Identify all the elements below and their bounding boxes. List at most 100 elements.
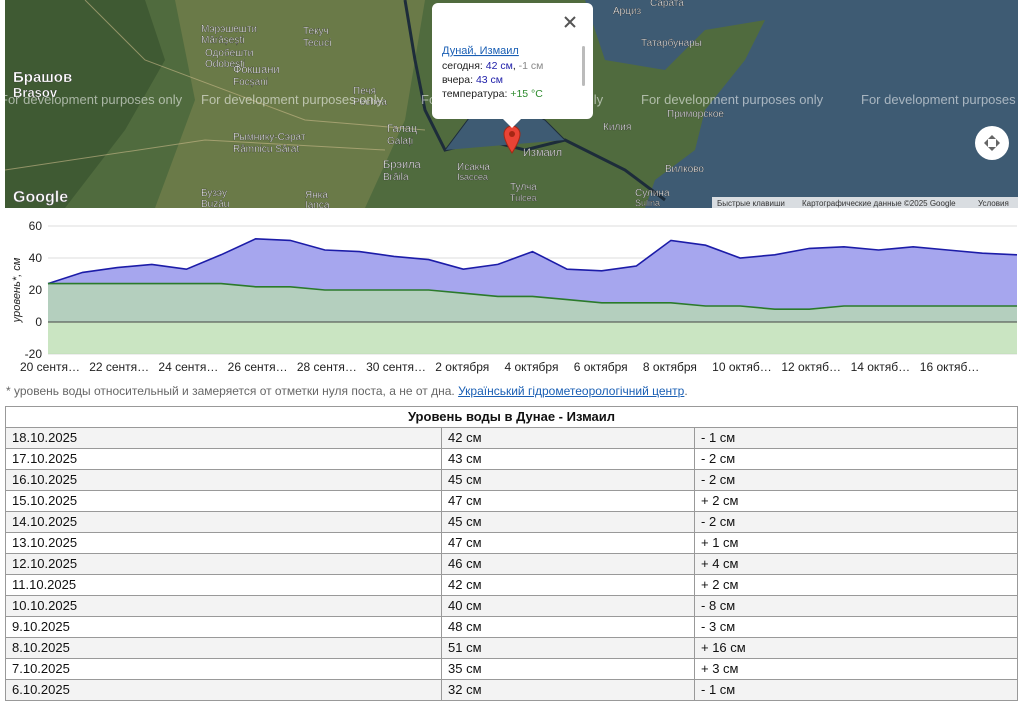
table-cell: + 16 см: [695, 638, 1018, 659]
table-cell: - 2 см: [695, 470, 1018, 491]
value: +15 °C: [510, 88, 543, 100]
table-cell: - 1 см: [695, 428, 1018, 449]
footnote-link[interactable]: Український гідрометеорологічний центр: [458, 384, 684, 398]
today-line: сегодня: 42 см, -1 см: [442, 60, 543, 72]
place-label: Сарата: [650, 0, 684, 9]
table-cell: 16.10.2025: [6, 470, 442, 491]
place-label: Galați: [387, 136, 413, 147]
x-tick-label: 30 сентя…: [366, 360, 426, 374]
change: -1 см: [519, 60, 544, 72]
popup: Дунай, Измаил сегодня: 42 см, -1 см вчер…: [432, 3, 593, 128]
table-row: 11.10.202542 см+ 2 см: [6, 575, 1018, 596]
watermark: For development purposes only: [641, 92, 824, 107]
x-tick-label: 20 сентя…: [20, 360, 80, 374]
watermark: For development purposes only: [5, 92, 183, 107]
table-row: 14.10.202545 см- 2 см: [6, 512, 1018, 533]
table-row: 8.10.202551 см+ 16 см: [6, 638, 1018, 659]
table-cell: - 2 см: [695, 449, 1018, 470]
place-label: Вилково: [665, 164, 704, 175]
x-tick-label: 8 октября: [643, 360, 697, 374]
x-tick-label: 10 октяб…: [712, 360, 772, 374]
place-label: Sulina: [635, 198, 660, 208]
x-tick-label: 4 октября: [505, 360, 559, 374]
place-label: Одобешти: [205, 47, 253, 59]
table-cell: - 2 см: [695, 512, 1018, 533]
watermark: For development purposes only: [201, 92, 384, 107]
x-tick-label: 28 сентя…: [297, 360, 357, 374]
y-tick-label: -20: [25, 347, 43, 361]
table-cell: 32 см: [442, 680, 695, 701]
table-cell: + 3 см: [695, 659, 1018, 680]
table-row: 15.10.202547 см+ 2 см: [6, 491, 1018, 512]
table-cell: 45 см: [442, 512, 695, 533]
table-title: Уровень воды в Дунае - Измаил: [6, 407, 1018, 428]
table-cell: 6.10.2025: [6, 680, 442, 701]
table-row: 7.10.202535 см+ 3 см: [6, 659, 1018, 680]
place-label: Isaccea: [457, 172, 488, 182]
x-tick-label: 14 октяб…: [851, 360, 911, 374]
table-cell: + 1 см: [695, 533, 1018, 554]
map-data: Картографические данные ©2025 Google: [802, 199, 956, 208]
y-axis-label: уровень*, см: [11, 257, 23, 323]
shortcuts[interactable]: Быстрые клавиши: [717, 199, 785, 208]
place-label: Приморское: [667, 109, 724, 120]
table-cell: 13.10.2025: [6, 533, 442, 554]
yesterday-line: вчера: 43 см: [442, 74, 503, 86]
footnote-suffix: .: [684, 384, 687, 398]
x-tick-label: 26 сентя…: [228, 360, 288, 374]
level-table: Уровень воды в Дунае - Измаил 18.10.2025…: [5, 406, 1018, 701]
table-cell: + 2 см: [695, 491, 1018, 512]
x-tick-label: 2 октября: [435, 360, 489, 374]
value: 42 см: [486, 60, 513, 72]
chart: уровень*, см -20020406020 сентя…22 сентя…: [0, 210, 1024, 382]
place-label: Brăila: [383, 172, 409, 183]
place-label: Tecuci: [303, 38, 331, 49]
y-tick-label: 60: [29, 219, 43, 233]
place-label: Измаил: [523, 147, 562, 159]
table-cell: 15.10.2025: [6, 491, 442, 512]
table-cell: 42 см: [442, 428, 695, 449]
place-label: Мэрэшешти: [201, 24, 257, 35]
footnote: * уровень воды относительный и замеряетс…: [6, 384, 688, 398]
place-label: Татарбунары: [641, 37, 702, 49]
table-cell: 12.10.2025: [6, 554, 442, 575]
table-cell: 18.10.2025: [6, 428, 442, 449]
place-label: Килия: [603, 122, 631, 133]
table-cell: 17.10.2025: [6, 449, 442, 470]
table-cell: 43 см: [442, 449, 695, 470]
place-label: Mărășești: [201, 35, 244, 46]
place-label: Бузэу: [201, 188, 227, 199]
table-row: 18.10.202542 см- 1 см: [6, 428, 1018, 449]
place-label: Tulcea: [510, 193, 537, 203]
value: 43 см: [476, 74, 503, 86]
place-label: Фокшани: [233, 64, 279, 76]
x-tick-label: 16 октяб…: [920, 360, 980, 374]
table-cell: 42 см: [442, 575, 695, 596]
table-cell: 8.10.2025: [6, 638, 442, 659]
place-label: Рымнику-Сэрат: [233, 132, 306, 143]
table-cell: 35 см: [442, 659, 695, 680]
place-label: Брэила: [383, 159, 422, 171]
table-cell: 7.10.2025: [6, 659, 442, 680]
map[interactable]: БрашовBrașovМэрэшештиMărășeștiОдобештиOd…: [5, 0, 1018, 208]
sep: ,: [513, 60, 516, 72]
table-cell: 51 см: [442, 638, 695, 659]
label: сегодня:: [442, 60, 483, 72]
place-label: Брашов: [13, 69, 72, 86]
table-cell: 45 см: [442, 470, 695, 491]
x-tick-label: 24 сентя…: [158, 360, 218, 374]
table-cell: 10.10.2025: [6, 596, 442, 617]
label: температура:: [442, 88, 507, 100]
place-label: Галац: [387, 123, 418, 135]
table-cell: 47 см: [442, 533, 695, 554]
place-label: Текуч: [303, 26, 329, 37]
terms[interactable]: Условия: [978, 199, 1009, 208]
popup-title[interactable]: Дунай, Измаил: [442, 45, 519, 57]
table-row: 13.10.202547 см+ 1 см: [6, 533, 1018, 554]
place-label: Арциз: [613, 6, 642, 17]
fullscreen-button[interactable]: [975, 126, 1009, 160]
table-row: 16.10.202545 см- 2 см: [6, 470, 1018, 491]
table-cell: + 2 см: [695, 575, 1018, 596]
table-cell: 48 см: [442, 617, 695, 638]
